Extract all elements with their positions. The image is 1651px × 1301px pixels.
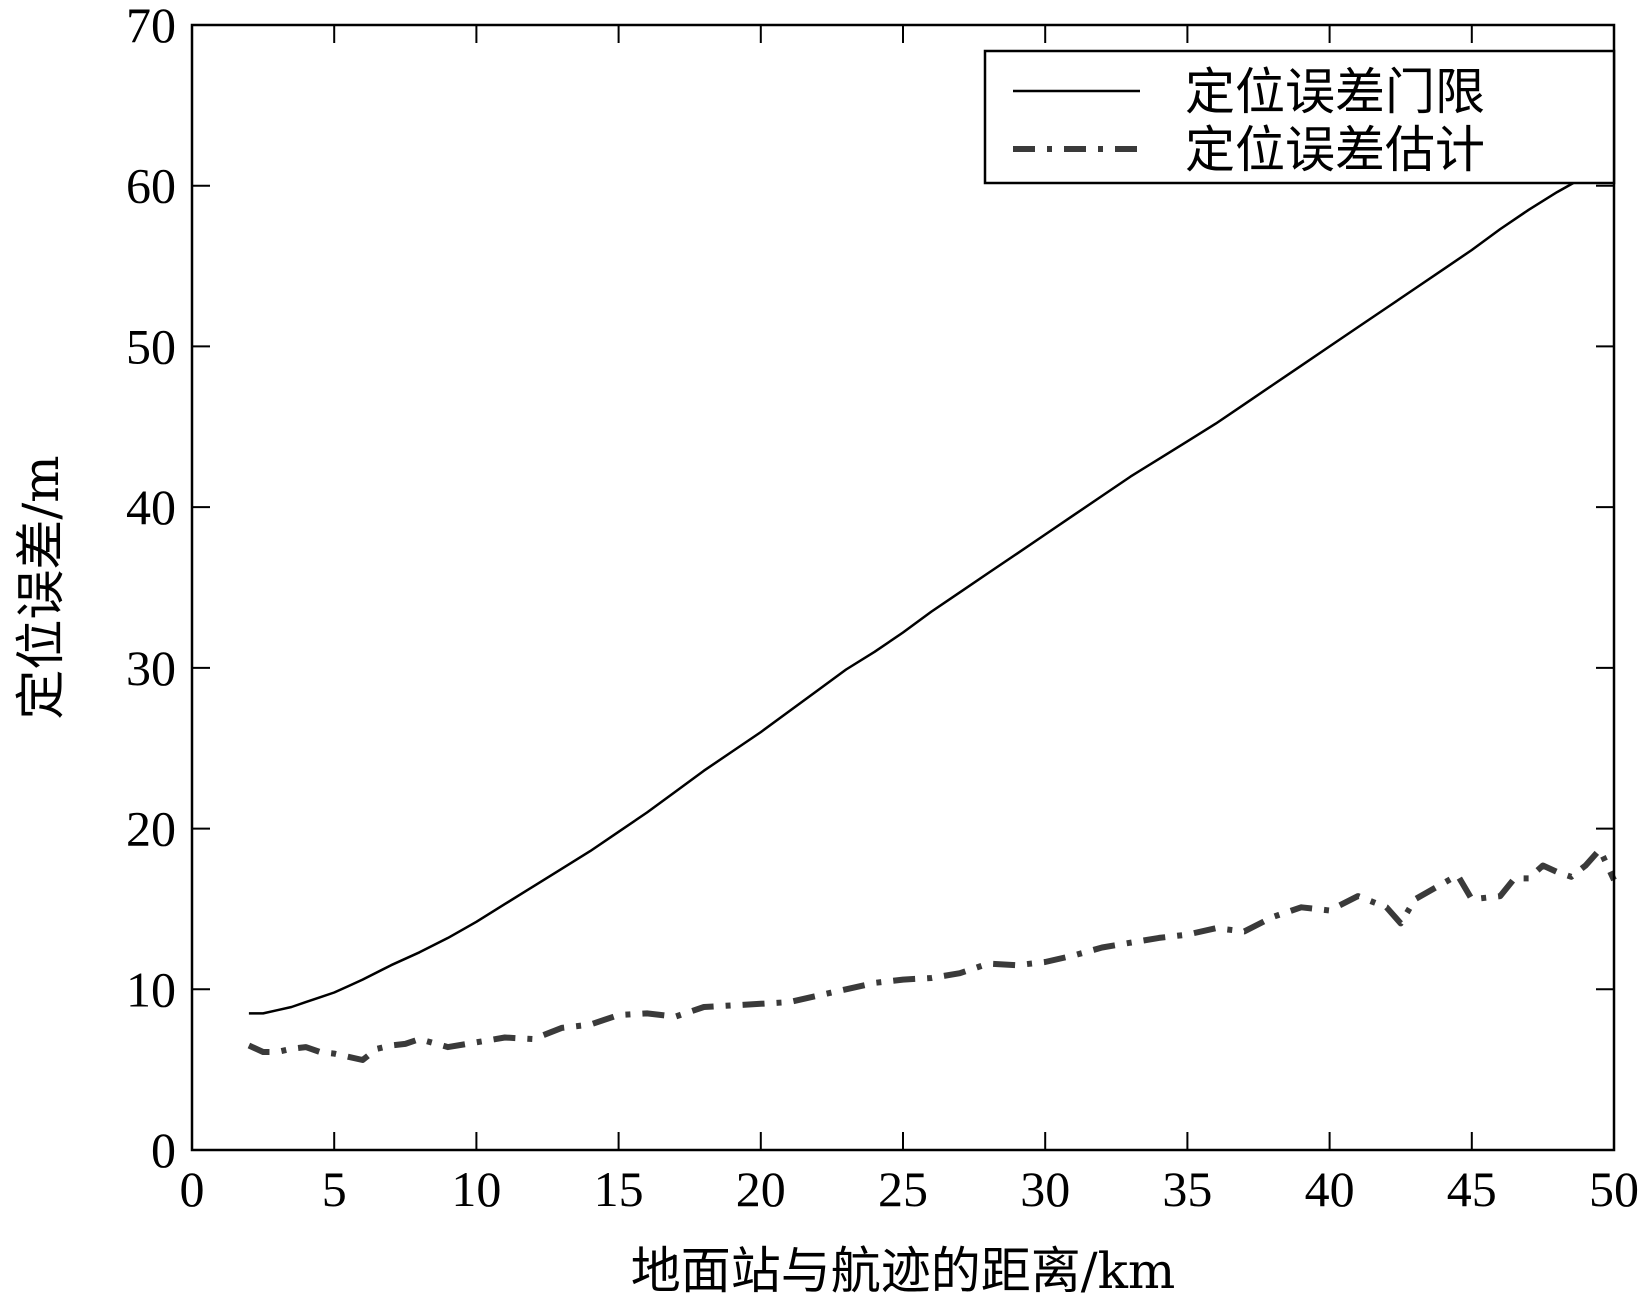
x-tick-label: 45 [1447,1161,1497,1217]
x-tick-label: 50 [1589,1161,1639,1217]
plot-frame [190,23,1616,1152]
x-tick-label: 20 [736,1161,786,1217]
series-line-0 [248,158,1615,1015]
x-tick-label: 25 [878,1161,928,1217]
y-tick-label: 70 [126,0,176,53]
series-line-1 [247,846,1617,1063]
y-tick-label: 60 [126,158,176,214]
x-tick-label: 35 [1162,1161,1212,1217]
ticks-layer: 0 5 10 15 20 25 30 35 40 45 50 0 10 20 30 40 50 60 70 [126,0,1639,1217]
legend: 定位误差门限 定位误差估计 [983,49,1616,185]
y-tick-label: 20 [126,801,176,857]
y-tick-label: 0 [151,1122,176,1178]
y-tick-label: 50 [126,318,176,374]
y-axis-title: 定位误差/m [12,455,70,719]
y-tick-label: 10 [126,961,176,1017]
series-layer [247,158,1617,1063]
x-tick-label: 0 [180,1161,205,1217]
x-tick-label: 5 [322,1161,347,1217]
y-tick-label: 30 [126,640,176,696]
legend-label-estimate: 定位误差估计 [1185,121,1485,179]
legend-label-threshold: 定位误差门限 [1185,63,1485,121]
x-tick-label: 10 [451,1161,501,1217]
x-axis-title: 地面站与航迹的距离/km [631,1242,1176,1300]
x-tick-label: 15 [594,1161,644,1217]
x-tick-label: 30 [1020,1161,1070,1217]
y-tick-label: 40 [126,479,176,535]
legend-box [983,49,1616,185]
x-tick-label: 40 [1305,1161,1355,1217]
